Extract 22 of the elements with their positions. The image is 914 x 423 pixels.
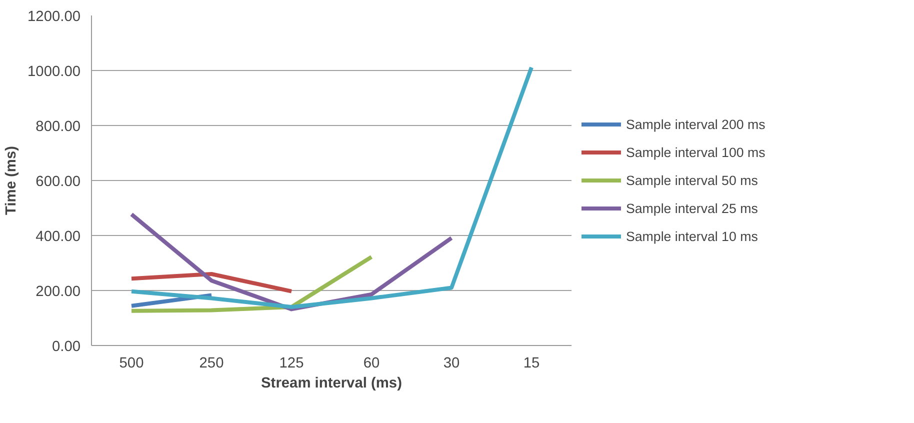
x-tick-label: 60 — [363, 356, 380, 372]
y-axis-title: Time (ms) — [4, 146, 20, 215]
x-tick-label: 125 — [279, 356, 304, 372]
x-tick-label: 250 — [199, 356, 224, 372]
legend-label: Sample interval 50 ms — [626, 172, 758, 188]
line-series — [130, 254, 374, 313]
x-tick-label: 30 — [443, 356, 460, 372]
x-tick-label: 500 — [119, 356, 144, 372]
line-series — [130, 65, 534, 309]
y-tick-label: 400.00 — [36, 229, 80, 245]
legend-label: Sample interval 200 ms — [626, 116, 766, 132]
x-tick-label: 15 — [523, 356, 540, 372]
y-tick-label: 200.00 — [36, 284, 80, 300]
x-axis-title: Stream interval (ms) — [261, 376, 402, 392]
y-tick-label: 0.00 — [52, 339, 81, 355]
y-tick-label: 1200.00 — [28, 9, 81, 25]
legend-label: Sample interval 100 ms — [626, 144, 766, 160]
legend-label: Sample interval 10 ms — [626, 228, 758, 244]
y-tick-label: 800.00 — [36, 119, 80, 135]
y-tick-label: 600.00 — [36, 174, 80, 190]
legend-label: Sample interval 25 ms — [626, 200, 758, 216]
y-tick-label: 1000.00 — [28, 64, 81, 80]
